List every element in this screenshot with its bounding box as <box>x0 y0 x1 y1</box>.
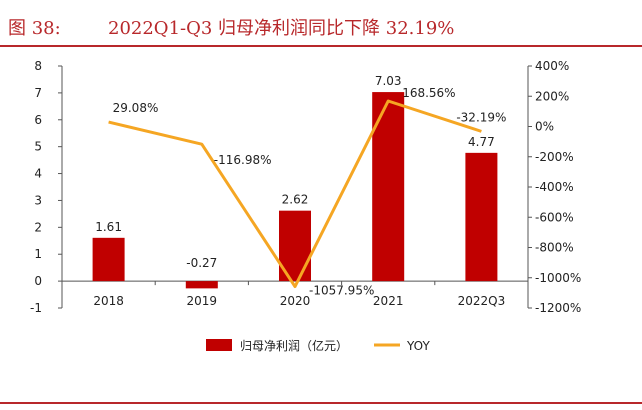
legend-label-bar: 归母净利润（亿元） <box>240 338 348 353</box>
y-left-tick-label: 8 <box>34 59 42 73</box>
line-data-label: 29.08% <box>113 101 159 115</box>
bar <box>92 237 125 282</box>
figure-title: 2022Q1-Q3 归母净利润同比下降 32.19% <box>108 18 455 39</box>
figure-header: 图 38: 2022Q1-Q3 归母净利润同比下降 32.19% <box>0 0 642 44</box>
y-left-tick-label: 7 <box>34 86 42 100</box>
line-data-label: -32.19% <box>456 110 506 124</box>
y-left-tick-label: -1 <box>30 301 42 315</box>
title-rule <box>0 45 642 47</box>
x-tick-label: 2019 <box>187 294 218 308</box>
y-right-tick-label: -800% <box>535 241 574 255</box>
line-data-label: 168.56% <box>402 86 455 100</box>
bar-data-label: 1.61 <box>95 220 122 234</box>
y-right-tick-label: -200% <box>535 150 574 164</box>
y-right-tick-label: 0% <box>535 120 554 134</box>
y-right-tick-label: -1000% <box>535 271 581 285</box>
y-right-tick-label: -400% <box>535 180 574 194</box>
y-left-tick-label: 3 <box>34 193 42 207</box>
x-tick-label: 2020 <box>280 294 311 308</box>
bottom-rule <box>0 402 642 404</box>
bar-data-label: -0.27 <box>186 256 217 270</box>
y-left-tick-label: 5 <box>34 140 42 154</box>
y-left-tick-label: 2 <box>34 220 42 234</box>
y-left-tick-label: 4 <box>34 167 42 181</box>
bar-data-label: 2.62 <box>282 193 309 207</box>
x-tick-label: 2018 <box>93 294 124 308</box>
y-left-tick-label: 0 <box>34 274 42 288</box>
y-left-tick-label: 6 <box>34 113 42 127</box>
legend-label-line: YOY <box>406 339 430 353</box>
bar-data-label: 7.03 <box>375 74 402 88</box>
y-right-tick-label: 400% <box>535 59 569 73</box>
y-left-tick-label: 1 <box>34 247 42 261</box>
y-right-tick-label: 200% <box>535 89 569 103</box>
y-right-tick-label: -600% <box>535 210 574 224</box>
yoy-line <box>108 99 482 289</box>
x-tick-label: 2021 <box>373 294 404 308</box>
line-data-label: -1057.95% <box>309 284 374 298</box>
legend-swatch-bar <box>206 339 232 351</box>
bar <box>185 281 218 289</box>
figure-number: 图 38: <box>8 18 61 39</box>
y-right-tick-label: -1200% <box>535 301 581 315</box>
x-tick-label: 2022Q3 <box>458 294 506 308</box>
bar-data-label: 4.77 <box>468 135 495 149</box>
line-data-label: -116.98% <box>214 153 272 167</box>
bar <box>465 152 498 282</box>
